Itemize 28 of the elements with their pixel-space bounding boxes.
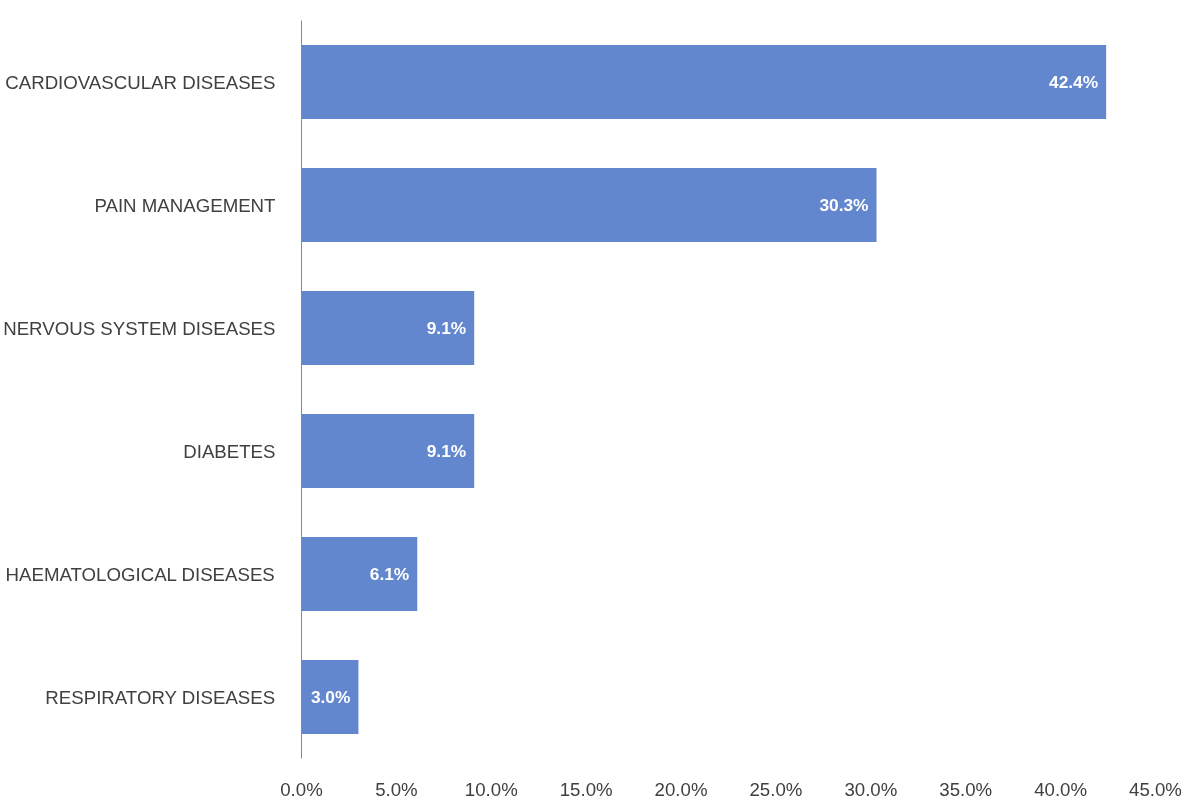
x-tick-label: 20.0% (654, 778, 708, 800)
y-tick-label: HAEMATOLOGICAL DISEASES (5, 563, 275, 585)
bar (301, 660, 359, 734)
bar (301, 291, 475, 365)
data-label: 9.1% (426, 318, 467, 338)
bar (301, 414, 475, 488)
bar (301, 45, 1107, 119)
y-tick-label: RESPIRATORY DISEASES (45, 686, 276, 708)
y-tick-label: CARDIOVASCULAR DISEASES (5, 71, 276, 93)
data-label: 9.1% (426, 441, 467, 461)
x-tick-label: 45.0% (1129, 778, 1182, 800)
x-tick-label: 5.0% (375, 778, 418, 800)
x-tick-label: 0.0% (280, 778, 323, 800)
x-tick-label: 25.0% (749, 778, 803, 800)
x-tick-label: 10.0% (464, 778, 518, 800)
x-tick-label: 15.0% (559, 778, 613, 800)
bar (301, 168, 877, 242)
y-tick-label: NERVOUS SYSTEM DISEASES (3, 317, 276, 339)
x-tick-label: 35.0% (939, 778, 993, 800)
y-tick-label: DIABETES (183, 440, 276, 462)
x-tick-label: 30.0% (844, 778, 898, 800)
data-label: 6.1% (369, 564, 410, 584)
data-label: 3.0% (310, 687, 351, 707)
y-tick-label: PAIN MANAGEMENT (94, 194, 276, 216)
data-label: 30.3% (819, 195, 869, 215)
x-tick-label: 40.0% (1034, 778, 1088, 800)
data-label: 42.4% (1049, 72, 1099, 92)
bar (301, 537, 418, 611)
